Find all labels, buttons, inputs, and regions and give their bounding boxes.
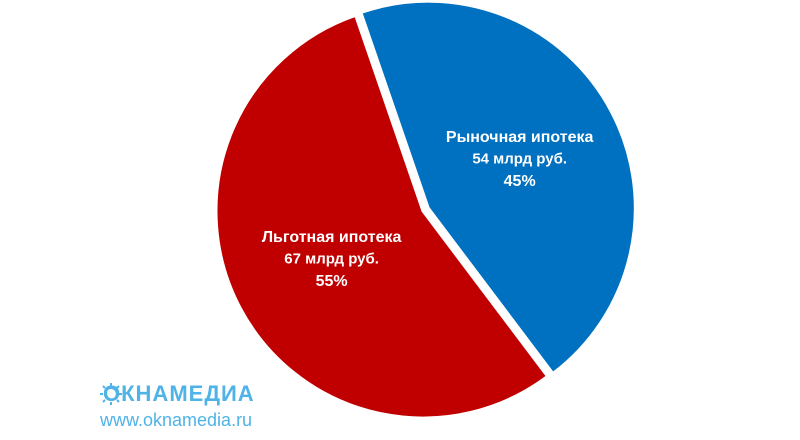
pie-slice bbox=[214, 13, 550, 420]
slice-name: Льготная ипотека bbox=[262, 229, 402, 246]
logo: ОКНАМЕДИА www.oknamedia.ru bbox=[99, 381, 255, 430]
slice-percent: 45% bbox=[504, 173, 536, 190]
slice-name: Рыночная ипотека bbox=[446, 129, 594, 146]
pie-slice bbox=[358, 0, 637, 376]
pie: Рыночная ипотека 54 млрд руб. 45% Льготная … bbox=[214, 0, 637, 420]
logo-url: www.oknamedia.ru bbox=[99, 410, 252, 430]
slice-amount: 67 млрд руб. bbox=[284, 251, 379, 268]
logo-name: ОКНАМЕДИА bbox=[103, 381, 255, 406]
logo-sun bbox=[100, 383, 122, 405]
slice-amount: 54 млрд руб. bbox=[472, 151, 567, 168]
slice-percent: 55% bbox=[316, 273, 348, 290]
